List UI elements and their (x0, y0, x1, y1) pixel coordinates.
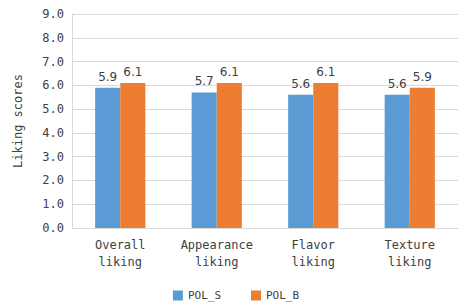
svg-text:Liking scores: Liking scores (11, 74, 25, 168)
svg-text:liking: liking (195, 255, 238, 269)
svg-text:5.6: 5.6 (291, 77, 310, 91)
svg-text:5.0: 5.0 (42, 102, 64, 116)
svg-text:6.1: 6.1 (123, 65, 142, 79)
svg-text:6.1: 6.1 (316, 65, 335, 79)
svg-text:6.0: 6.0 (42, 78, 64, 92)
svg-text:5.6: 5.6 (388, 77, 407, 91)
svg-text:2.0: 2.0 (42, 173, 64, 187)
svg-text:POL_S: POL_S (188, 289, 221, 302)
svg-text:liking: liking (292, 255, 335, 269)
svg-text:8.0: 8.0 (42, 31, 64, 45)
svg-text:liking: liking (388, 255, 431, 269)
svg-text:Texture: Texture (384, 238, 435, 252)
svg-text:3.0: 3.0 (42, 150, 64, 164)
svg-text:9.0: 9.0 (42, 7, 64, 21)
svg-text:0.0: 0.0 (42, 221, 64, 235)
svg-text:5.7: 5.7 (195, 74, 214, 88)
svg-text:6.1: 6.1 (220, 65, 239, 79)
svg-text:liking: liking (99, 255, 142, 269)
svg-text:Overall: Overall (95, 238, 146, 252)
svg-text:5.9: 5.9 (98, 70, 117, 84)
svg-text:4.0: 4.0 (42, 126, 64, 140)
svg-text:1.0: 1.0 (42, 197, 64, 211)
svg-text:5.9: 5.9 (413, 70, 432, 84)
svg-text:Flavor: Flavor (292, 238, 335, 252)
svg-text:7.0: 7.0 (42, 55, 64, 69)
svg-text:Appearance: Appearance (181, 238, 253, 252)
svg-text:POL_B: POL_B (266, 289, 299, 302)
